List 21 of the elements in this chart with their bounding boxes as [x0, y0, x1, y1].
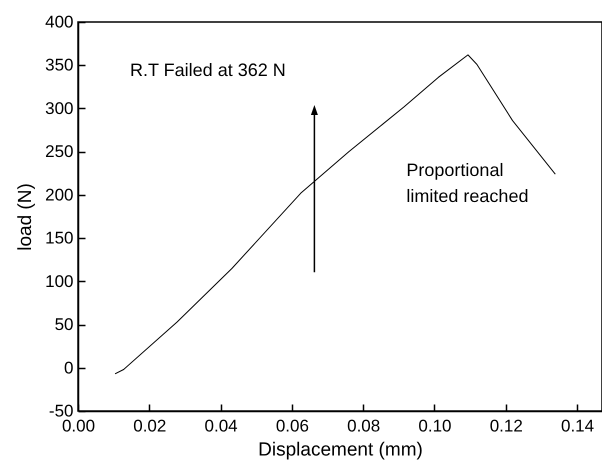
x-tick-label: 0.14: [561, 416, 594, 436]
annotation: R.T Failed at 362 N: [130, 60, 286, 80]
x-tick-label: 0.08: [347, 416, 380, 436]
y-tick-label: 400: [45, 12, 74, 32]
x-tick-label: 0.06: [276, 416, 309, 436]
y-tick-label: 100: [45, 272, 74, 291]
y-tick-label: 200: [45, 185, 74, 204]
y-tick-label: 300: [45, 98, 74, 118]
y-tick-label: 250: [45, 142, 74, 162]
x-tick-label: 0.04: [204, 416, 238, 436]
y-tick-label: 50: [54, 315, 74, 334]
y-tick-label: 350: [45, 56, 74, 75]
annotation: Proportional limited reached: [406, 160, 528, 206]
x-tick-label: 0.10: [418, 416, 452, 436]
x-tick-label: 0.02: [133, 416, 166, 436]
y-tick-label: 0: [64, 358, 74, 378]
y-tick-label: 150: [45, 228, 74, 248]
x-axis-title: Displacement (mm): [258, 440, 423, 460]
line-series: [114, 54, 556, 374]
y-axis-title: load (N): [15, 183, 36, 251]
x-tick-label: 0.12: [490, 416, 523, 436]
